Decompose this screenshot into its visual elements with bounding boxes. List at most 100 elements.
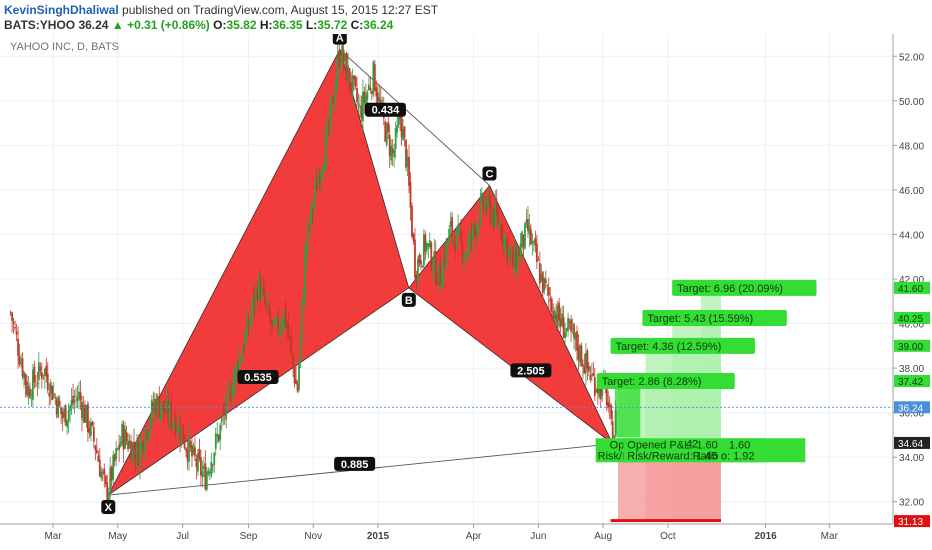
candle-body bbox=[195, 458, 198, 468]
x-tick-label: 2016 bbox=[754, 531, 777, 542]
candle-body bbox=[39, 366, 42, 371]
candle-body bbox=[329, 104, 332, 130]
candle-body bbox=[305, 243, 308, 258]
pattern-point-bg bbox=[332, 34, 347, 45]
price-tag-target: 37.42 bbox=[898, 377, 923, 388]
y-tick-label: 42.00 bbox=[899, 275, 924, 286]
candle-body bbox=[422, 233, 425, 266]
candle-body bbox=[556, 305, 559, 327]
candle-body bbox=[109, 467, 112, 491]
candle-body bbox=[344, 53, 346, 61]
candle-body bbox=[409, 182, 412, 208]
candle-body bbox=[479, 199, 482, 225]
candle-body bbox=[593, 377, 596, 396]
candle-body bbox=[298, 363, 300, 390]
candle-body bbox=[274, 323, 277, 325]
candle-body bbox=[60, 406, 63, 414]
candle-body bbox=[470, 233, 473, 239]
candle-body bbox=[113, 454, 116, 462]
x-tick-label: Sep bbox=[240, 531, 258, 542]
high-value: 36.35 bbox=[272, 18, 303, 32]
candle-body bbox=[589, 375, 592, 381]
candle-body bbox=[188, 437, 190, 463]
candle-body bbox=[326, 123, 329, 135]
candle-body bbox=[537, 259, 540, 261]
candle-body bbox=[281, 324, 284, 330]
candle-body bbox=[580, 345, 583, 366]
candle-body bbox=[161, 401, 164, 412]
candle-body bbox=[15, 331, 18, 335]
candle-body bbox=[403, 126, 406, 138]
candle-body bbox=[201, 471, 204, 478]
candle-body bbox=[78, 391, 80, 400]
candle-body bbox=[17, 338, 19, 356]
candle-body bbox=[521, 231, 523, 248]
candle-body bbox=[473, 224, 476, 229]
price-tag-last: 36.24 bbox=[898, 403, 923, 414]
candle-body bbox=[223, 412, 226, 416]
candle-body bbox=[119, 441, 122, 447]
candle-body bbox=[121, 423, 124, 444]
candle-body bbox=[530, 229, 532, 245]
candle-body bbox=[156, 395, 159, 413]
y-tick-label: 52.00 bbox=[899, 52, 924, 63]
candle-body bbox=[287, 324, 290, 339]
candle-body bbox=[440, 282, 443, 288]
candle-body bbox=[243, 347, 245, 351]
candle-body bbox=[550, 298, 553, 312]
candle-body bbox=[170, 402, 173, 427]
candle-body bbox=[81, 401, 83, 419]
candle-body bbox=[26, 381, 28, 396]
candle-body bbox=[558, 302, 561, 321]
x-tick-label: Jul bbox=[176, 531, 189, 542]
candle-body bbox=[350, 82, 352, 91]
candle-body bbox=[341, 45, 344, 63]
candle-body bbox=[497, 212, 500, 224]
candle-body bbox=[370, 91, 373, 94]
candle-body bbox=[321, 168, 324, 175]
target-label-bg bbox=[610, 337, 755, 354]
candle-body bbox=[420, 260, 422, 265]
candle-body bbox=[95, 449, 98, 454]
candle-body bbox=[255, 287, 257, 302]
price-chart[interactable]: YAHOO INC, D, BATS 0.535 0.434 2.505 0.885 X A… bbox=[0, 34, 932, 550]
candle-body bbox=[67, 410, 70, 422]
candle-body bbox=[260, 287, 263, 300]
candle-body bbox=[585, 353, 587, 373]
candle-body bbox=[155, 398, 158, 415]
pattern-point-x: X bbox=[105, 502, 113, 514]
candle-body bbox=[571, 328, 574, 329]
candle-body bbox=[384, 121, 387, 142]
candle-body bbox=[153, 398, 156, 409]
candle-body bbox=[211, 464, 214, 466]
candle-body bbox=[495, 200, 498, 213]
x-tick-label: 2015 bbox=[367, 531, 390, 542]
candle-body bbox=[427, 243, 430, 247]
candle-body bbox=[45, 365, 48, 377]
target-label: Target: 2.86 (8.28%) bbox=[602, 376, 702, 388]
chart-title: YAHOO INC, D, BATS bbox=[10, 41, 119, 53]
candle-body bbox=[136, 441, 138, 458]
candle-body bbox=[406, 157, 409, 167]
target-zone-active bbox=[614, 383, 641, 438]
candle-body bbox=[244, 333, 247, 348]
candle-body bbox=[199, 457, 202, 476]
candle-body bbox=[387, 122, 390, 133]
candle-body bbox=[400, 116, 403, 138]
candle-body bbox=[54, 397, 57, 399]
candle-body bbox=[605, 382, 608, 406]
candle-body bbox=[66, 419, 69, 427]
candle-body bbox=[64, 405, 67, 426]
y-tick-label: 36.00 bbox=[899, 409, 924, 420]
candle-body bbox=[112, 455, 115, 480]
candle-body bbox=[247, 321, 250, 328]
y-tick-label: 38.00 bbox=[899, 364, 924, 375]
high-label: H: bbox=[259, 18, 273, 32]
candle-body bbox=[301, 302, 303, 333]
author-link[interactable]: KevinSinghDhaliwal bbox=[4, 3, 119, 17]
candle-body bbox=[249, 320, 251, 324]
candle-body bbox=[339, 62, 342, 66]
candle-body bbox=[538, 263, 541, 284]
candle-body bbox=[568, 322, 571, 324]
